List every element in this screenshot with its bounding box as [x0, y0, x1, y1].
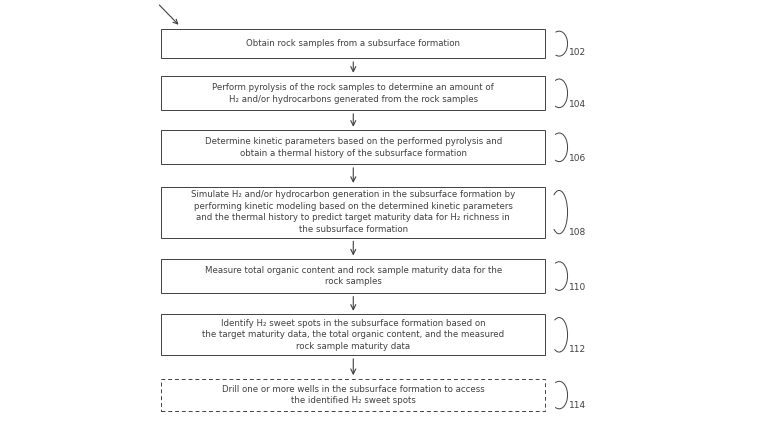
Text: 106: 106 [569, 154, 587, 163]
FancyBboxPatch shape [161, 259, 545, 293]
Text: 114: 114 [569, 401, 586, 410]
Text: Drill one or more wells in the subsurface formation to access
the identified H₂ : Drill one or more wells in the subsurfac… [222, 385, 485, 405]
Text: 108: 108 [569, 228, 587, 237]
FancyBboxPatch shape [161, 314, 545, 355]
Text: 112: 112 [569, 345, 586, 354]
FancyBboxPatch shape [161, 187, 545, 238]
FancyBboxPatch shape [161, 130, 545, 164]
Text: Obtain rock samples from a subsurface formation: Obtain rock samples from a subsurface fo… [247, 39, 460, 48]
FancyBboxPatch shape [161, 29, 545, 58]
Text: Simulate H₂ and/or hydrocarbon generation in the subsurface formation by
perform: Simulate H₂ and/or hydrocarbon generatio… [191, 191, 515, 234]
Text: 100: 100 [146, 0, 164, 1]
FancyBboxPatch shape [161, 76, 545, 110]
Text: Measure total organic content and rock sample maturity data for the
rock samples: Measure total organic content and rock s… [204, 266, 502, 286]
Text: Identify H₂ sweet spots in the subsurface formation based on
the target maturity: Identify H₂ sweet spots in the subsurfac… [202, 319, 505, 351]
Text: 102: 102 [569, 48, 586, 57]
Text: 110: 110 [569, 283, 587, 292]
FancyBboxPatch shape [161, 379, 545, 411]
Text: 104: 104 [569, 100, 586, 109]
Text: Perform pyrolysis of the rock samples to determine an amount of
H₂ and/or hydroc: Perform pyrolysis of the rock samples to… [213, 83, 494, 104]
Text: Determine kinetic parameters based on the performed pyrolysis and
obtain a therm: Determine kinetic parameters based on th… [204, 137, 502, 158]
